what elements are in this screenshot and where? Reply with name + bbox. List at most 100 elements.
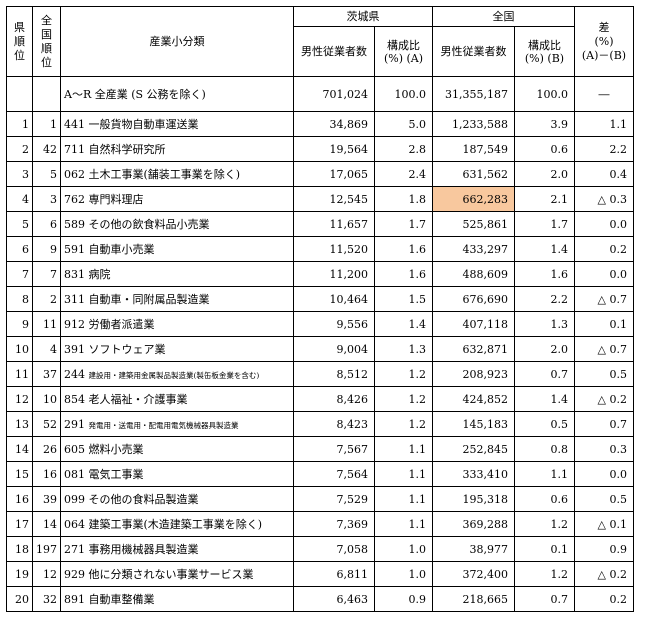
header-diff: 差 (%) (A)－(B) — [574, 6, 634, 77]
national-count-cell: 632,871 — [432, 336, 515, 362]
national-rank-cell: 37 — [32, 361, 61, 387]
header-national-ratio: 構成比 (%) (B) — [514, 26, 575, 77]
ibaraki-ratio-cell: 1.1 — [374, 486, 433, 512]
diff-cell: △ 0.1 — [574, 511, 634, 537]
total-ibaraki-count: 701,024 — [293, 76, 375, 112]
national-rank-cell: 3 — [32, 186, 61, 212]
ibaraki-ratio-cell: 1.1 — [374, 511, 433, 537]
national-count-cell: 433,297 — [432, 236, 515, 262]
national-ratio-cell: 1.6 — [514, 261, 575, 287]
diff-cell: 0.4 — [574, 161, 634, 187]
diff-cell: 0.1 — [574, 311, 634, 337]
national-ratio-cell: 2.0 — [514, 336, 575, 362]
pref-rank-cell: 6 — [6, 236, 33, 262]
industry-cell: 062 土木工事業(舗装工事業を除く) — [60, 161, 294, 187]
table-row: 17 14 064 建築工事業(木造建築工事業を除く) 7,369 1.1 369,288… — [6, 511, 634, 537]
industry-cell: 064 建築工事業(木造建築工事業を除く) — [60, 511, 294, 537]
ibaraki-ratio-cell: 1.8 — [374, 186, 433, 212]
ibaraki-ratio-cell: 1.0 — [374, 561, 433, 587]
national-count-cell: 252,845 — [432, 436, 515, 462]
diff-cell: △ 0.2 — [574, 561, 634, 587]
ibaraki-count-cell: 11,657 — [293, 211, 375, 237]
table-row: 14 26 605 燃料小売業 7,567 1.1 252,845 0.8 0.3 — [6, 436, 634, 462]
diff-cell: △ 0.3 — [574, 186, 634, 212]
ibaraki-count-cell: 7,369 — [293, 511, 375, 537]
ibaraki-count-cell: 10,464 — [293, 286, 375, 312]
pref-rank-cell: 9 — [6, 311, 33, 337]
national-rank-cell: 39 — [32, 486, 61, 512]
ibaraki-ratio-cell: 1.6 — [374, 236, 433, 262]
national-count-cell: 38,977 — [432, 536, 515, 562]
table-row: 19 12 929 他に分類されない事業サービス業 6,811 1.0 372,400 1.… — [6, 561, 634, 587]
pref-rank-cell: 16 — [6, 486, 33, 512]
national-rank-cell: 42 — [32, 136, 61, 162]
national-rank-cell: 32 — [32, 586, 61, 612]
national-count-cell: 372,400 — [432, 561, 515, 587]
ibaraki-count-cell: 9,556 — [293, 311, 375, 337]
table-row: 3 5 062 土木工事業(舗装工事業を除く) 17,065 2.4 631,562 2.0… — [6, 161, 634, 187]
national-count-cell: 525,861 — [432, 211, 515, 237]
ibaraki-ratio-cell: 1.2 — [374, 411, 433, 437]
ibaraki-ratio-cell: 1.2 — [374, 361, 433, 387]
national-rank-cell: 10 — [32, 386, 61, 412]
table-row: 16 39 099 その他の食料品製造業 7,529 1.1 195,318 0.6 0.5 — [6, 486, 634, 512]
industry-cell: 854 老人福祉・介護事業 — [60, 386, 294, 412]
national-rank-cell: 11 — [32, 311, 61, 337]
table-row: 4 3 762 専門料理店 12,545 1.8 662,283 2.1 △ 0.3 — [6, 186, 634, 212]
industry-cell: 081 電気工事業 — [60, 461, 294, 487]
ibaraki-ratio-cell: 1.1 — [374, 461, 433, 487]
industry-code: 291 — [64, 417, 85, 431]
industry-code: 244 — [64, 367, 85, 381]
ibaraki-ratio-cell: 2.8 — [374, 136, 433, 162]
header-industry: 産業小分類 — [60, 6, 294, 77]
diff-cell: 0.3 — [574, 436, 634, 462]
diff-cell: △ 0.7 — [574, 336, 634, 362]
ibaraki-ratio-cell: 1.7 — [374, 211, 433, 237]
national-ratio-cell: 1.7 — [514, 211, 575, 237]
industry-cell: 831 病院 — [60, 261, 294, 287]
national-rank-cell: 197 — [32, 536, 61, 562]
national-ratio-cell: 1.4 — [514, 236, 575, 262]
industry-cell: 711 自然科学研究所 — [60, 136, 294, 162]
total-diff: ― — [574, 76, 634, 112]
national-rank-cell: 7 — [32, 261, 61, 287]
national-ratio-cell: 3.9 — [514, 111, 575, 137]
table-row: 8 2 311 自動車・同附属品製造業 10,464 1.5 676,690 2.2 △ 0.… — [6, 286, 634, 312]
ibaraki-ratio-cell: 2.4 — [374, 161, 433, 187]
national-ratio-cell: 2.2 — [514, 286, 575, 312]
national-count-cell: 407,118 — [432, 311, 515, 337]
header-national-count: 男性従業者数 — [432, 26, 515, 77]
table-row: 12 10 854 老人福祉・介護事業 8,426 1.2 424,852 1.4 △ 0.2 — [6, 386, 634, 412]
ibaraki-count-cell: 6,811 — [293, 561, 375, 587]
pref-rank-cell: 14 — [6, 436, 33, 462]
national-count-cell: 218,665 — [432, 586, 515, 612]
pref-rank-cell: 2 — [6, 136, 33, 162]
header-ibaraki-count: 男性従業者数 — [293, 26, 375, 77]
pref-rank-cell: 12 — [6, 386, 33, 412]
ibaraki-count-cell: 12,545 — [293, 186, 375, 212]
ibaraki-count-cell: 17,065 — [293, 161, 375, 187]
national-rank-cell: 12 — [32, 561, 61, 587]
national-ratio-cell: 0.1 — [514, 536, 575, 562]
total-national-count: 31,355,187 — [432, 76, 515, 112]
pref-rank-cell: 18 — [6, 536, 33, 562]
ibaraki-count-cell: 7,564 — [293, 461, 375, 487]
national-count-cell: 424,852 — [432, 386, 515, 412]
total-national-ratio: 100.0 — [514, 76, 575, 112]
table-row: 11 37 244 建設用・建築用金属製品製造業(製缶板金業を含む) 8,512 1.2… — [6, 361, 634, 387]
national-rank-cell: 9 — [32, 236, 61, 262]
ibaraki-count-cell: 8,423 — [293, 411, 375, 437]
industry-cell: 244 建設用・建築用金属製品製造業(製缶板金業を含む) — [60, 361, 294, 387]
table-row: 13 52 291 発電用・送電用・配電用電気機械器具製造業 8,423 1.2 145,… — [6, 411, 634, 437]
table-row: 9 11 912 労働者派遣業 9,556 1.4 407,118 1.3 0.1 — [6, 311, 634, 337]
diff-cell: 0.2 — [574, 586, 634, 612]
diff-cell: 0.0 — [574, 461, 634, 487]
table-row: 6 9 591 自動車小売業 11,520 1.6 433,297 1.4 0.2 — [6, 236, 634, 262]
national-count-cell: 369,288 — [432, 511, 515, 537]
national-count-cell: 208,923 — [432, 361, 515, 387]
diff-cell: △ 0.2 — [574, 386, 634, 412]
national-count-cell: 195,318 — [432, 486, 515, 512]
national-ratio-cell: 0.7 — [514, 586, 575, 612]
ibaraki-ratio-cell: 0.9 — [374, 586, 433, 612]
national-count-cell: 631,562 — [432, 161, 515, 187]
